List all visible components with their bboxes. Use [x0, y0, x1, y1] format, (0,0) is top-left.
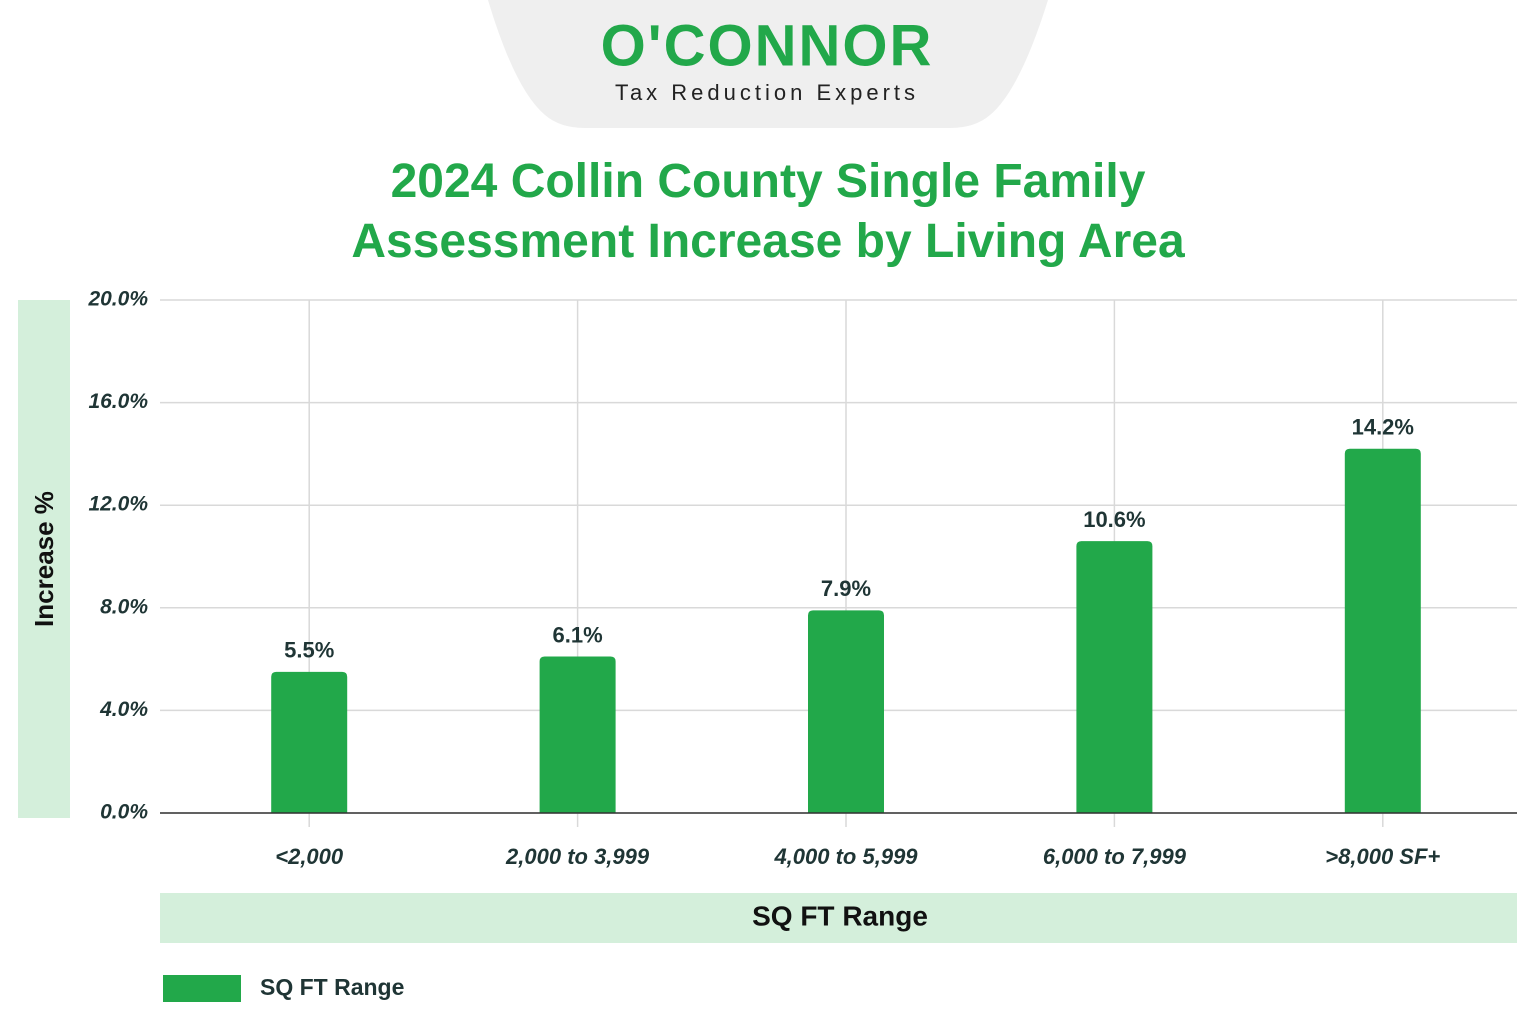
y-tick-label: 12.0% — [88, 493, 148, 516]
data-label: 10.6% — [1083, 507, 1145, 532]
data-label: 5.5% — [284, 638, 334, 663]
bar — [1076, 541, 1153, 813]
x-tick-label: 4,000 to 5,999 — [773, 844, 918, 869]
bar — [539, 656, 616, 813]
data-label: 14.2% — [1352, 415, 1414, 440]
legend-swatch — [163, 975, 241, 1002]
y-tick-label: 0.0% — [100, 801, 148, 824]
y-tick-label: 20.0% — [87, 288, 148, 311]
legend-label: SQ FT Range — [260, 974, 404, 1000]
y-axis-label: Increase % — [29, 491, 59, 627]
y-tick-label: 8.0% — [100, 595, 148, 618]
y-tick-label: 16.0% — [88, 390, 148, 413]
data-label: 7.9% — [821, 576, 871, 601]
x-tick-label: 2,000 to 3,999 — [505, 844, 650, 869]
bar — [808, 610, 884, 813]
y-tick-label: 4.0% — [99, 698, 148, 721]
chart-title: 2024 Collin County Single Family Assessm… — [351, 155, 1185, 268]
x-axis-label: SQ FT Range — [752, 900, 928, 931]
data-label: 6.1% — [553, 622, 603, 647]
logo-background — [488, 0, 1048, 128]
bar — [271, 671, 348, 813]
bar — [1344, 448, 1421, 813]
y-label-box — [18, 300, 70, 818]
x-tick-label: <2,000 — [275, 844, 344, 869]
x-label-box — [160, 893, 1517, 943]
x-tick-label: 6,000 to 7,999 — [1043, 844, 1187, 869]
logo-tagline: Tax Reduction Experts — [615, 80, 919, 105]
logo-name: O'CONNOR — [601, 13, 934, 78]
x-tick-label: >8,000 SF+ — [1325, 844, 1440, 869]
